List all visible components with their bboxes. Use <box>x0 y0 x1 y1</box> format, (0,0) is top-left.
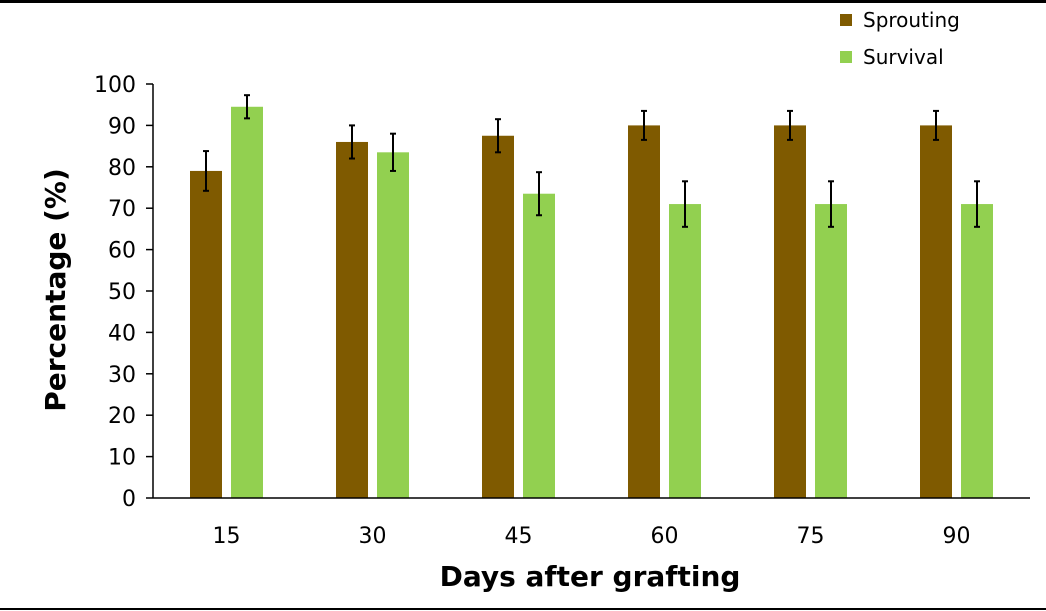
x-axis-ticks: 15 30 45 60 75 90 <box>213 524 971 549</box>
error-bar-survival-45 <box>536 171 542 217</box>
x-tick-label: 30 <box>359 524 387 549</box>
y-tick-label: 90 <box>108 114 136 139</box>
bar-sprouting-60 <box>628 125 660 499</box>
error-bar-survival-75 <box>828 180 834 228</box>
error-bar-survival-15 <box>244 94 250 120</box>
bar-survival-90 <box>961 204 993 498</box>
x-tick-label: 60 <box>651 524 679 549</box>
y-axis-ticks: 0 10 20 30 40 50 60 70 80 90 100 <box>94 73 153 512</box>
error-bar-sprouting-30 <box>349 124 355 160</box>
bottom-border <box>0 608 1046 610</box>
x-tick-label: 15 <box>213 524 241 549</box>
legend-label-sprouting: Sprouting <box>863 8 960 32</box>
bar-survival-30 <box>377 152 409 498</box>
bars <box>190 106 993 499</box>
legend: Sprouting Survival <box>840 8 960 69</box>
error-bar-sprouting-60 <box>641 109 647 141</box>
x-tick-label: 45 <box>505 524 533 549</box>
y-tick-label: 60 <box>108 239 136 264</box>
legend-label-survival: Survival <box>863 45 944 69</box>
x-tick-label: 75 <box>797 524 825 549</box>
bar-sprouting-30 <box>336 141 368 498</box>
bar-sprouting-45 <box>482 135 514 498</box>
error-bars <box>203 94 980 228</box>
y-tick-label: 80 <box>108 156 136 181</box>
error-bar-sprouting-45 <box>495 118 501 154</box>
bar-survival-60 <box>669 204 701 498</box>
error-bar-sprouting-90 <box>933 109 939 141</box>
bar-sprouting-90 <box>920 125 952 499</box>
top-border <box>0 0 1046 3</box>
y-tick-label: 100 <box>94 73 136 98</box>
x-tick-label: 90 <box>943 524 971 549</box>
legend-swatch-survival <box>840 51 852 63</box>
error-bar-survival-60 <box>682 180 688 228</box>
y-tick-label: 20 <box>108 404 136 429</box>
error-bar-sprouting-75 <box>787 109 793 141</box>
bar-survival-15 <box>231 106 263 499</box>
x-axis-title: Days after grafting <box>440 560 741 593</box>
bar-sprouting-75 <box>774 125 806 499</box>
bar-survival-75 <box>815 204 847 498</box>
y-tick-label: 70 <box>108 197 136 222</box>
bar-survival-45 <box>523 193 555 498</box>
legend-swatch-sprouting <box>840 14 852 26</box>
error-bar-survival-90 <box>974 180 980 228</box>
y-tick-label: 40 <box>108 321 136 346</box>
y-tick-label: 30 <box>108 363 136 388</box>
error-bar-survival-30 <box>390 132 396 172</box>
error-bar-sprouting-15 <box>203 150 209 192</box>
y-tick-label: 10 <box>108 446 136 471</box>
bar-sprouting-15 <box>190 170 222 498</box>
y-tick-label: 0 <box>122 487 136 512</box>
y-tick-label: 50 <box>108 280 136 305</box>
y-axis-title: Percentage (%) <box>39 168 72 412</box>
axes <box>152 84 1030 499</box>
